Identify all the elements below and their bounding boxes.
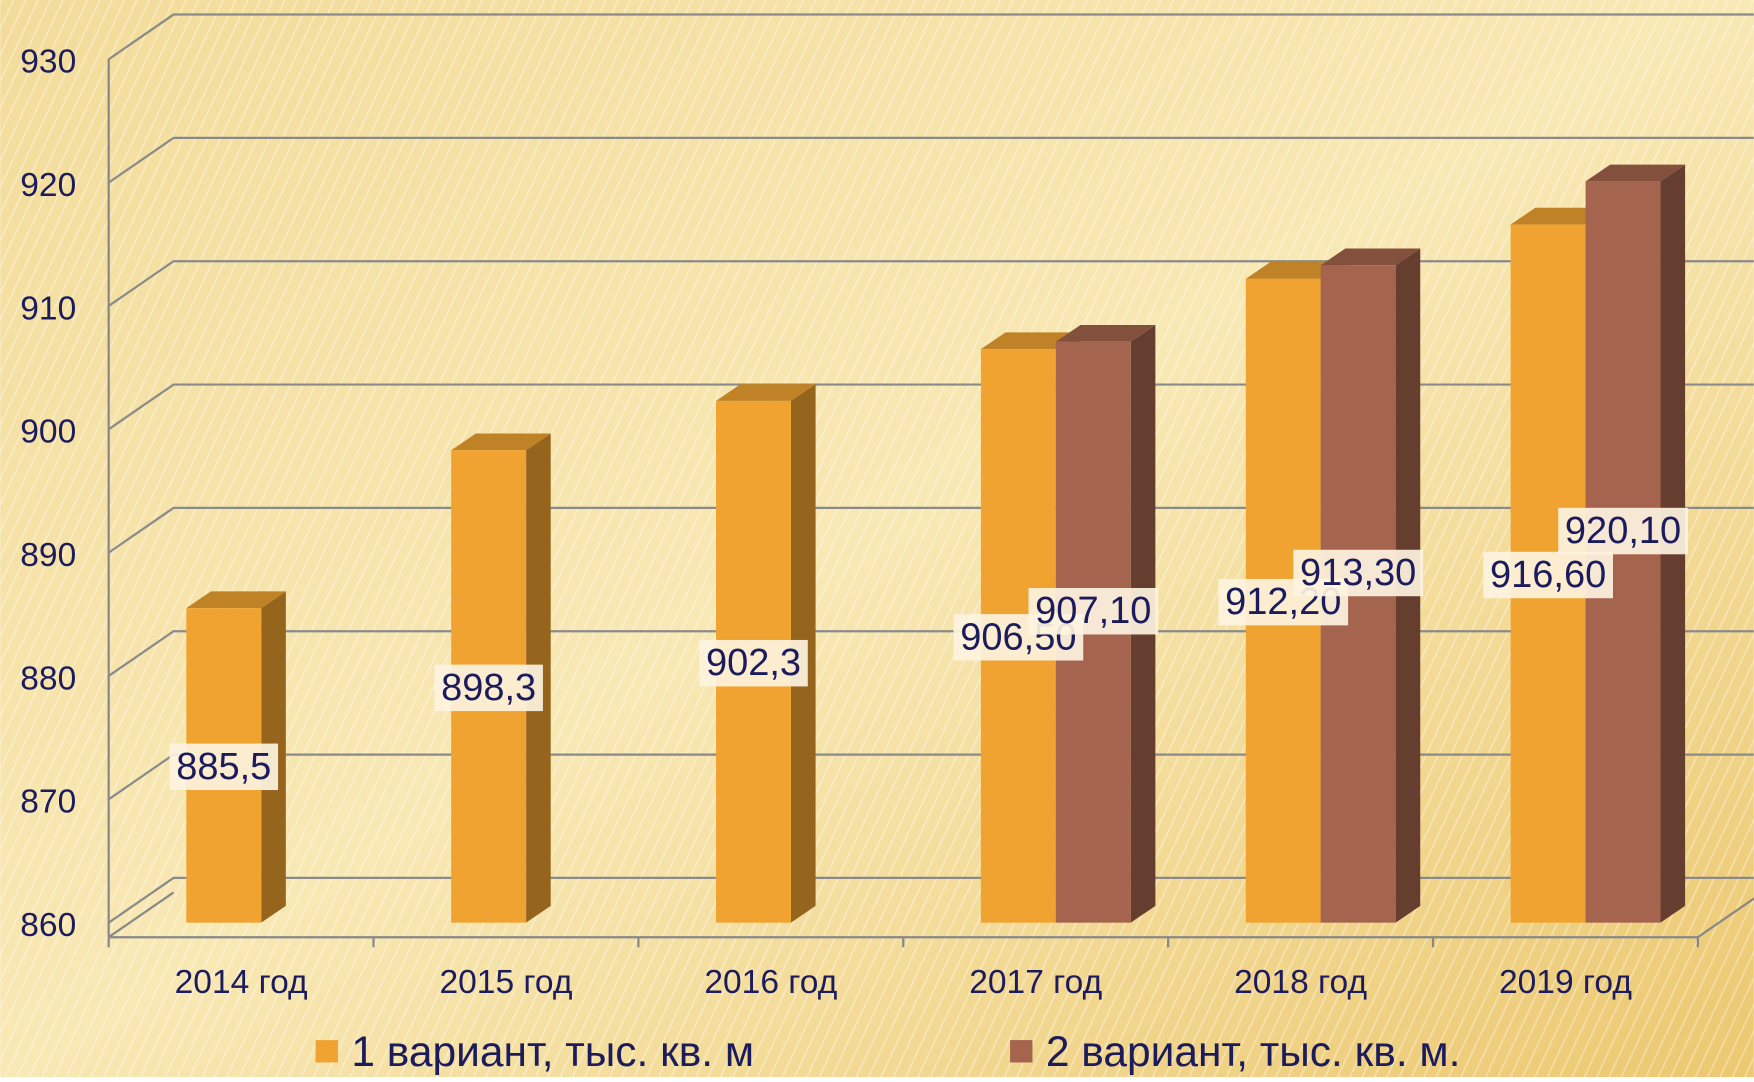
grid-line (108, 136, 1754, 184)
x-tick-label: 2014 год (175, 964, 308, 1001)
data-label: 916,60 (1490, 554, 1606, 596)
grid-line (108, 13, 1754, 61)
data-label-bg (1483, 551, 1613, 599)
bar-top (1585, 164, 1686, 182)
bar-top (1320, 248, 1421, 266)
y-tick-label: 870 (20, 784, 76, 821)
grid-line (108, 506, 1754, 554)
data-label-bg (169, 743, 279, 791)
x-tick-label: 2016 год (704, 964, 837, 1001)
data-label-bg (1028, 587, 1159, 635)
bar-top (186, 591, 286, 609)
data-label: 913,30 (1300, 552, 1416, 594)
data-label: 885,5 (176, 746, 271, 788)
legend-label: 2 вариант, тыс. кв. м. (1046, 1029, 1461, 1076)
grid-line (108, 260, 1754, 307)
legend-swatch (315, 1040, 338, 1063)
data-label-bg (699, 639, 808, 687)
y-tick-label: 920 (20, 167, 76, 204)
legend-swatch (1010, 1040, 1033, 1063)
y-tick-label: 900 (20, 414, 76, 451)
grid-line (108, 383, 1754, 431)
y-tick-label: 890 (20, 537, 76, 574)
y-tick-label: 880 (20, 660, 76, 697)
bar-top (1055, 324, 1156, 342)
y-tick-label: 910 (20, 290, 76, 327)
floor-edge (1697, 897, 1754, 939)
y-tick-label: 860 (20, 907, 76, 944)
x-tick-label: 2015 год (440, 964, 573, 1001)
data-label: 898,3 (441, 667, 536, 709)
bar-top (451, 433, 551, 451)
floor-edge (108, 891, 175, 939)
bar-top (980, 332, 1081, 350)
grid-line (108, 630, 1754, 677)
x-tick-label: 2017 год (969, 964, 1102, 1001)
data-label: 902,3 (706, 642, 801, 684)
bar-top (716, 384, 816, 401)
grid-line (108, 876, 1754, 924)
x-tick-label: 2019 год (1499, 964, 1632, 1001)
data-label: 907,10 (1035, 590, 1151, 632)
x-tick-label: 2018 год (1234, 964, 1367, 1001)
data-label: 920,10 (1565, 510, 1681, 552)
bar-top (1245, 262, 1346, 279)
data-label-bg (1558, 507, 1688, 555)
bar-top (1510, 207, 1611, 225)
data-label-bg (1293, 549, 1424, 597)
y-tick-label: 930 (20, 44, 76, 81)
legend-label: 1 вариант, тыс. кв. м (351, 1029, 754, 1076)
data-label-bg (434, 664, 543, 712)
